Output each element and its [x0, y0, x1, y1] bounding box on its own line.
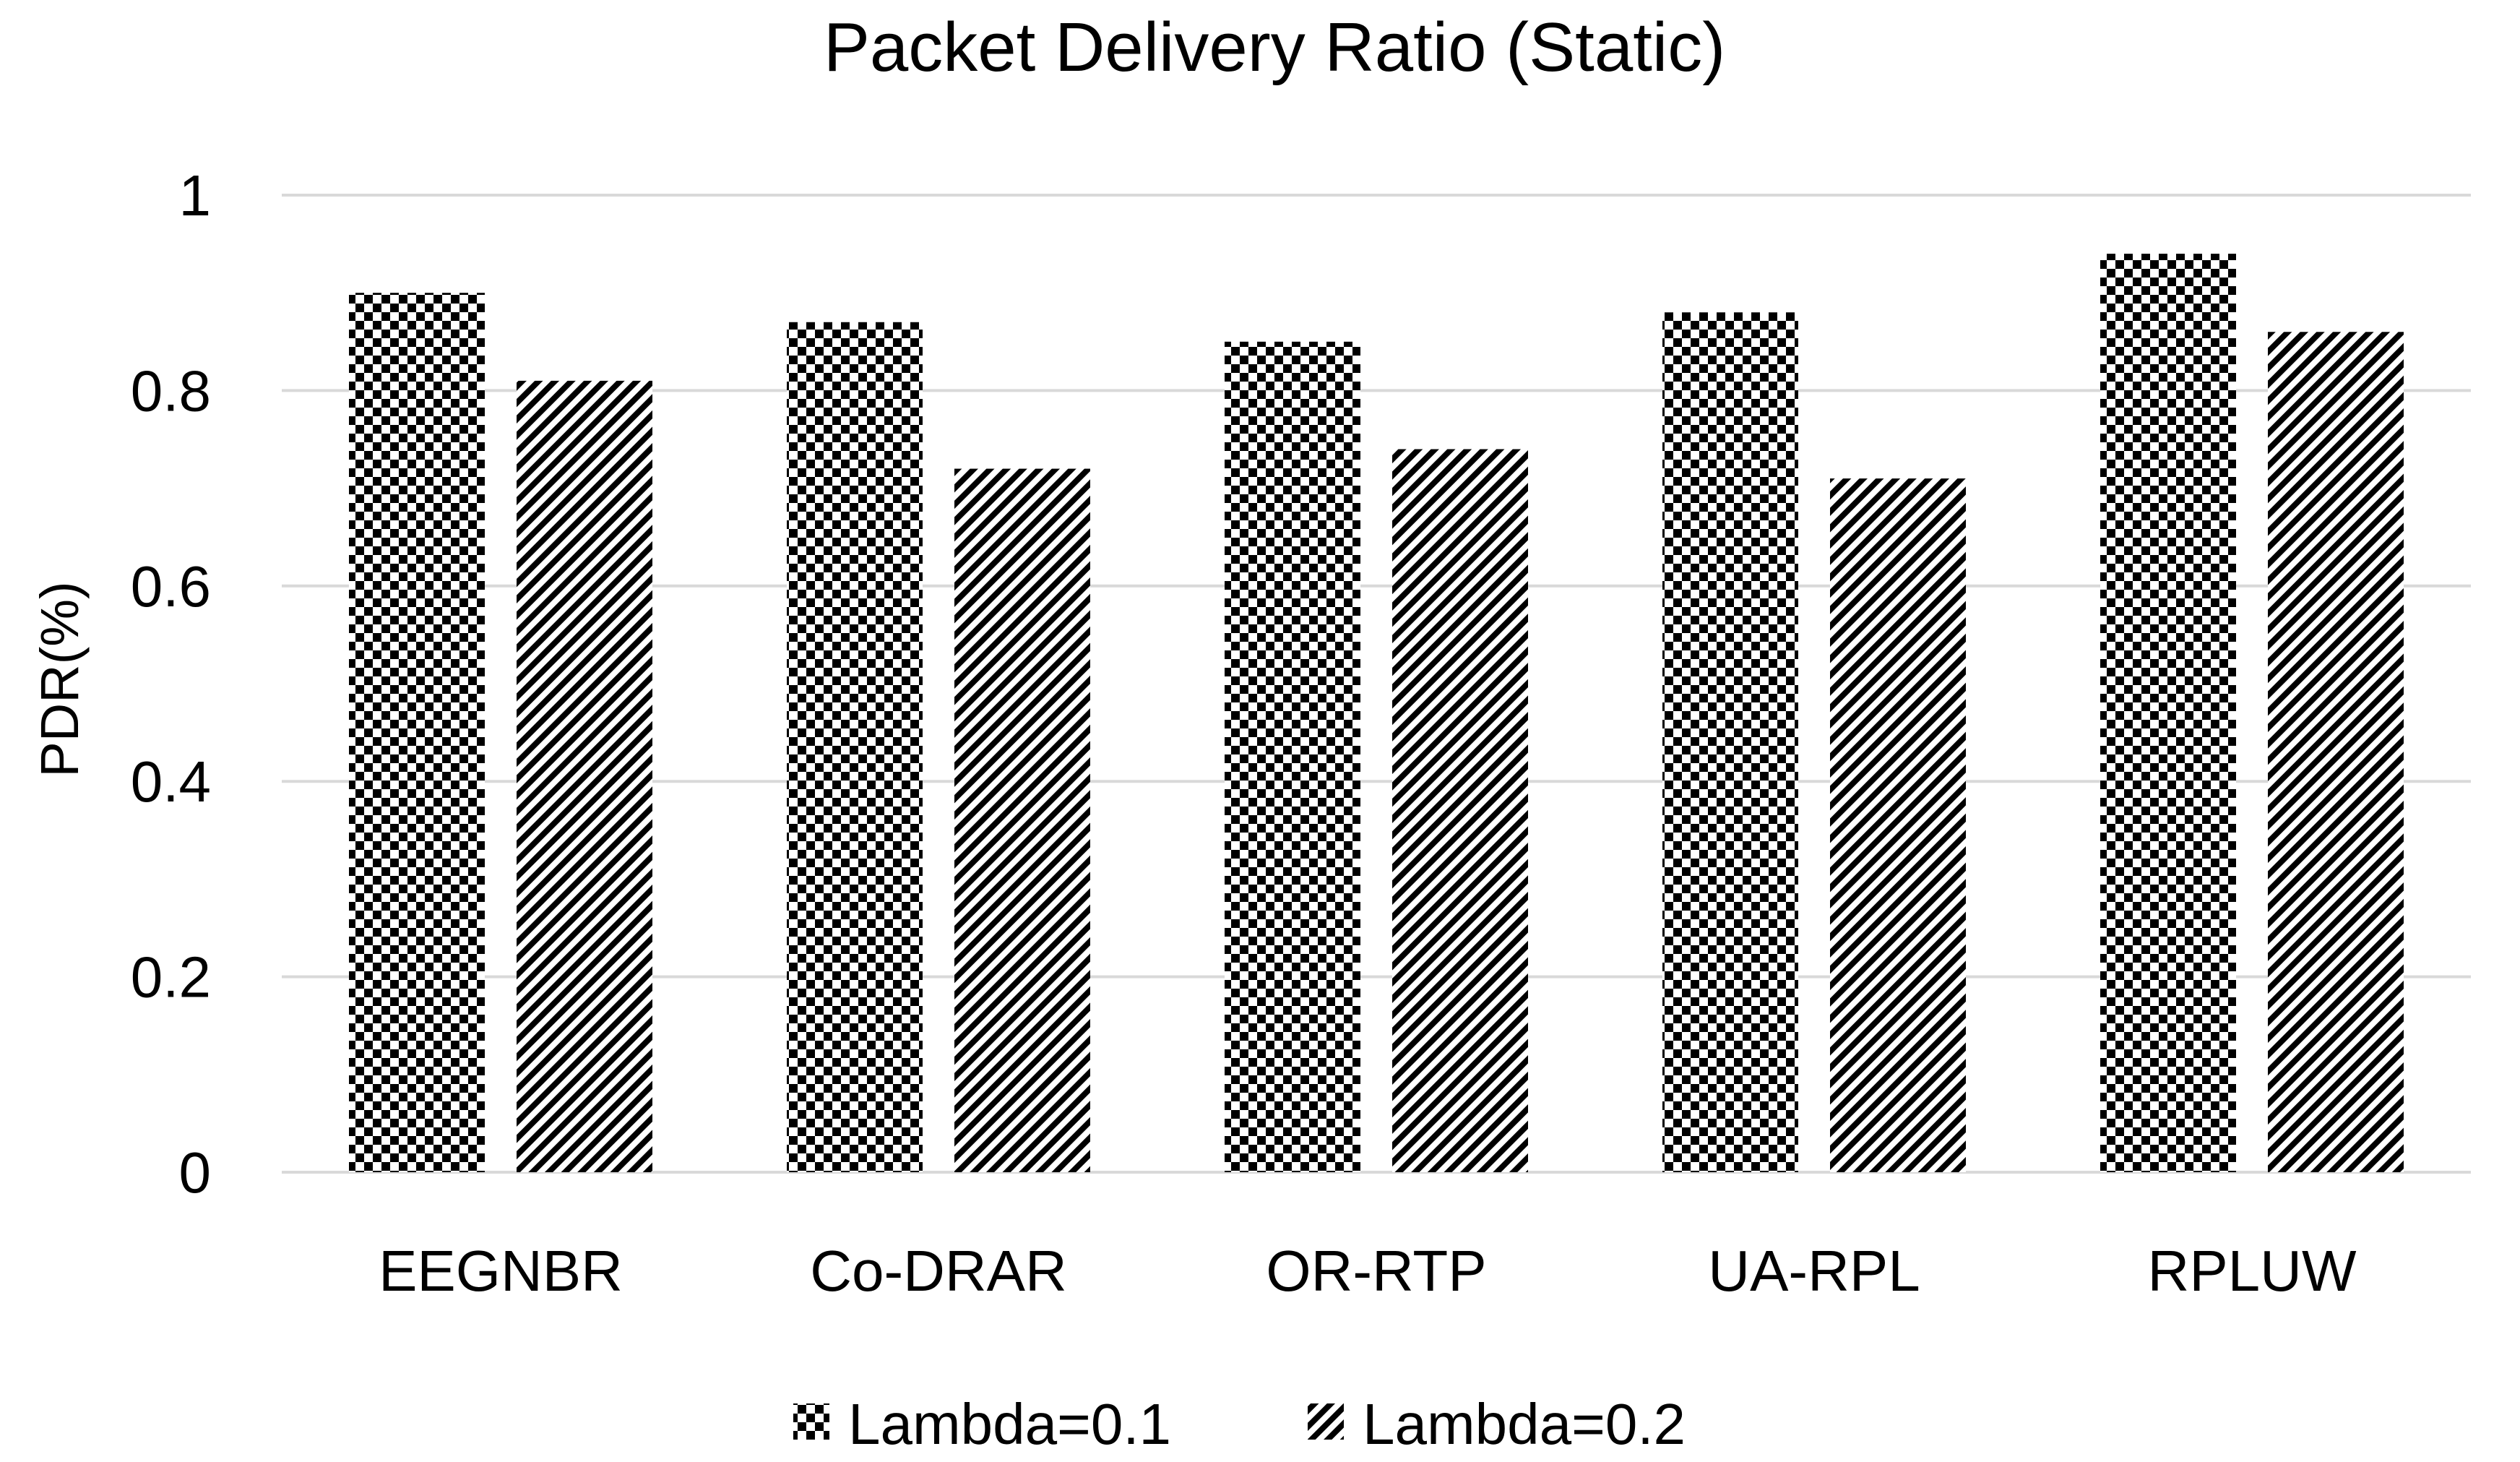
bar-ua-rpl-2 [1830, 478, 1966, 1172]
y-tick-label: 0.8 [131, 358, 211, 423]
bars [349, 254, 2404, 1173]
legend-swatch-2 [1308, 1403, 1344, 1440]
legend-label-1: Lambda=0.1 [848, 1392, 1171, 1456]
legend: Lambda=0.1 Lambda=0.2 [793, 1392, 1686, 1456]
bar-eegnbr-2 [517, 380, 652, 1172]
bar-ua-rpl-1 [1662, 312, 1798, 1172]
category-label: Co-DRAR [810, 1239, 1067, 1303]
y-tick-label: 0 [179, 1140, 212, 1205]
legend-swatch-1 [793, 1403, 829, 1440]
bar-co-drar-1 [787, 322, 923, 1172]
bar-rpluw-1 [2100, 254, 2236, 1172]
y-tick-label: 0.4 [131, 749, 211, 814]
category-label: UA-RPL [1708, 1239, 1920, 1303]
y-tick-labels: 0 0.2 0.4 0.6 0.8 1 [131, 163, 211, 1205]
category-label: RPLUW [2148, 1239, 2357, 1303]
bar-eegnbr-1 [349, 293, 485, 1173]
chart-title: Packet Delivery Ratio (Static) [824, 9, 1725, 86]
y-tick-label: 1 [179, 163, 212, 228]
bar-or-rtp-1 [1225, 341, 1360, 1172]
y-axis-label: PDR(%) [30, 581, 90, 777]
category-labels: EEGNBR Co-DRAR OR-RTP UA-RPL RPLUW [379, 1239, 2357, 1303]
bar-co-drar-2 [954, 468, 1090, 1172]
y-tick-label: 0.6 [131, 554, 211, 619]
category-label: OR-RTP [1266, 1239, 1486, 1303]
bar-or-rtp-2 [1392, 449, 1528, 1172]
legend-label-2: Lambda=0.2 [1363, 1392, 1686, 1456]
category-label: EEGNBR [379, 1239, 623, 1303]
bar-rpluw-2 [2268, 332, 2404, 1172]
y-tick-label: 0.2 [131, 945, 211, 1010]
